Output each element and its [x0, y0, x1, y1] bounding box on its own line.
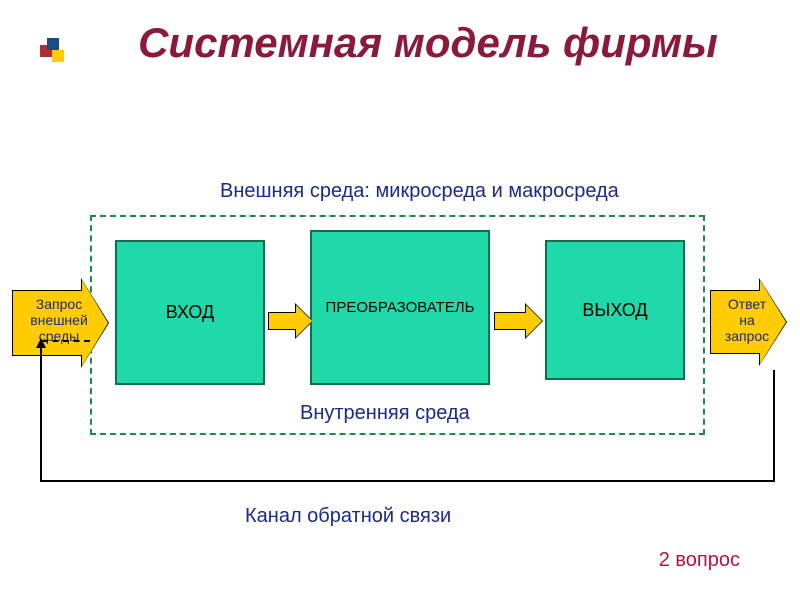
response-label: Ответназапрос — [712, 296, 782, 344]
request-label: Запросвнешнейсреды — [14, 296, 104, 344]
feedback-dashed-line — [42, 340, 90, 342]
transformer-box: ПРЕОБРАЗОВАТЕЛЬ — [310, 230, 490, 385]
feedback-line-left — [40, 340, 42, 480]
external-env-label: Внешняя среда: микросреда и макросреда — [220, 180, 619, 203]
feedback-channel-label: Канал обратной связи — [245, 505, 451, 528]
feedback-line-bottom — [40, 480, 775, 482]
input-box: ВХОД — [115, 240, 265, 385]
output-box: ВЫХОД — [545, 240, 685, 380]
system-diagram: Внешняя среда: микросреда и макросреда З… — [0, 0, 800, 600]
feedback-line-right — [773, 370, 775, 480]
internal-env-label: Внутренняя среда — [300, 402, 470, 425]
page-number: 2 вопрос — [659, 549, 740, 572]
